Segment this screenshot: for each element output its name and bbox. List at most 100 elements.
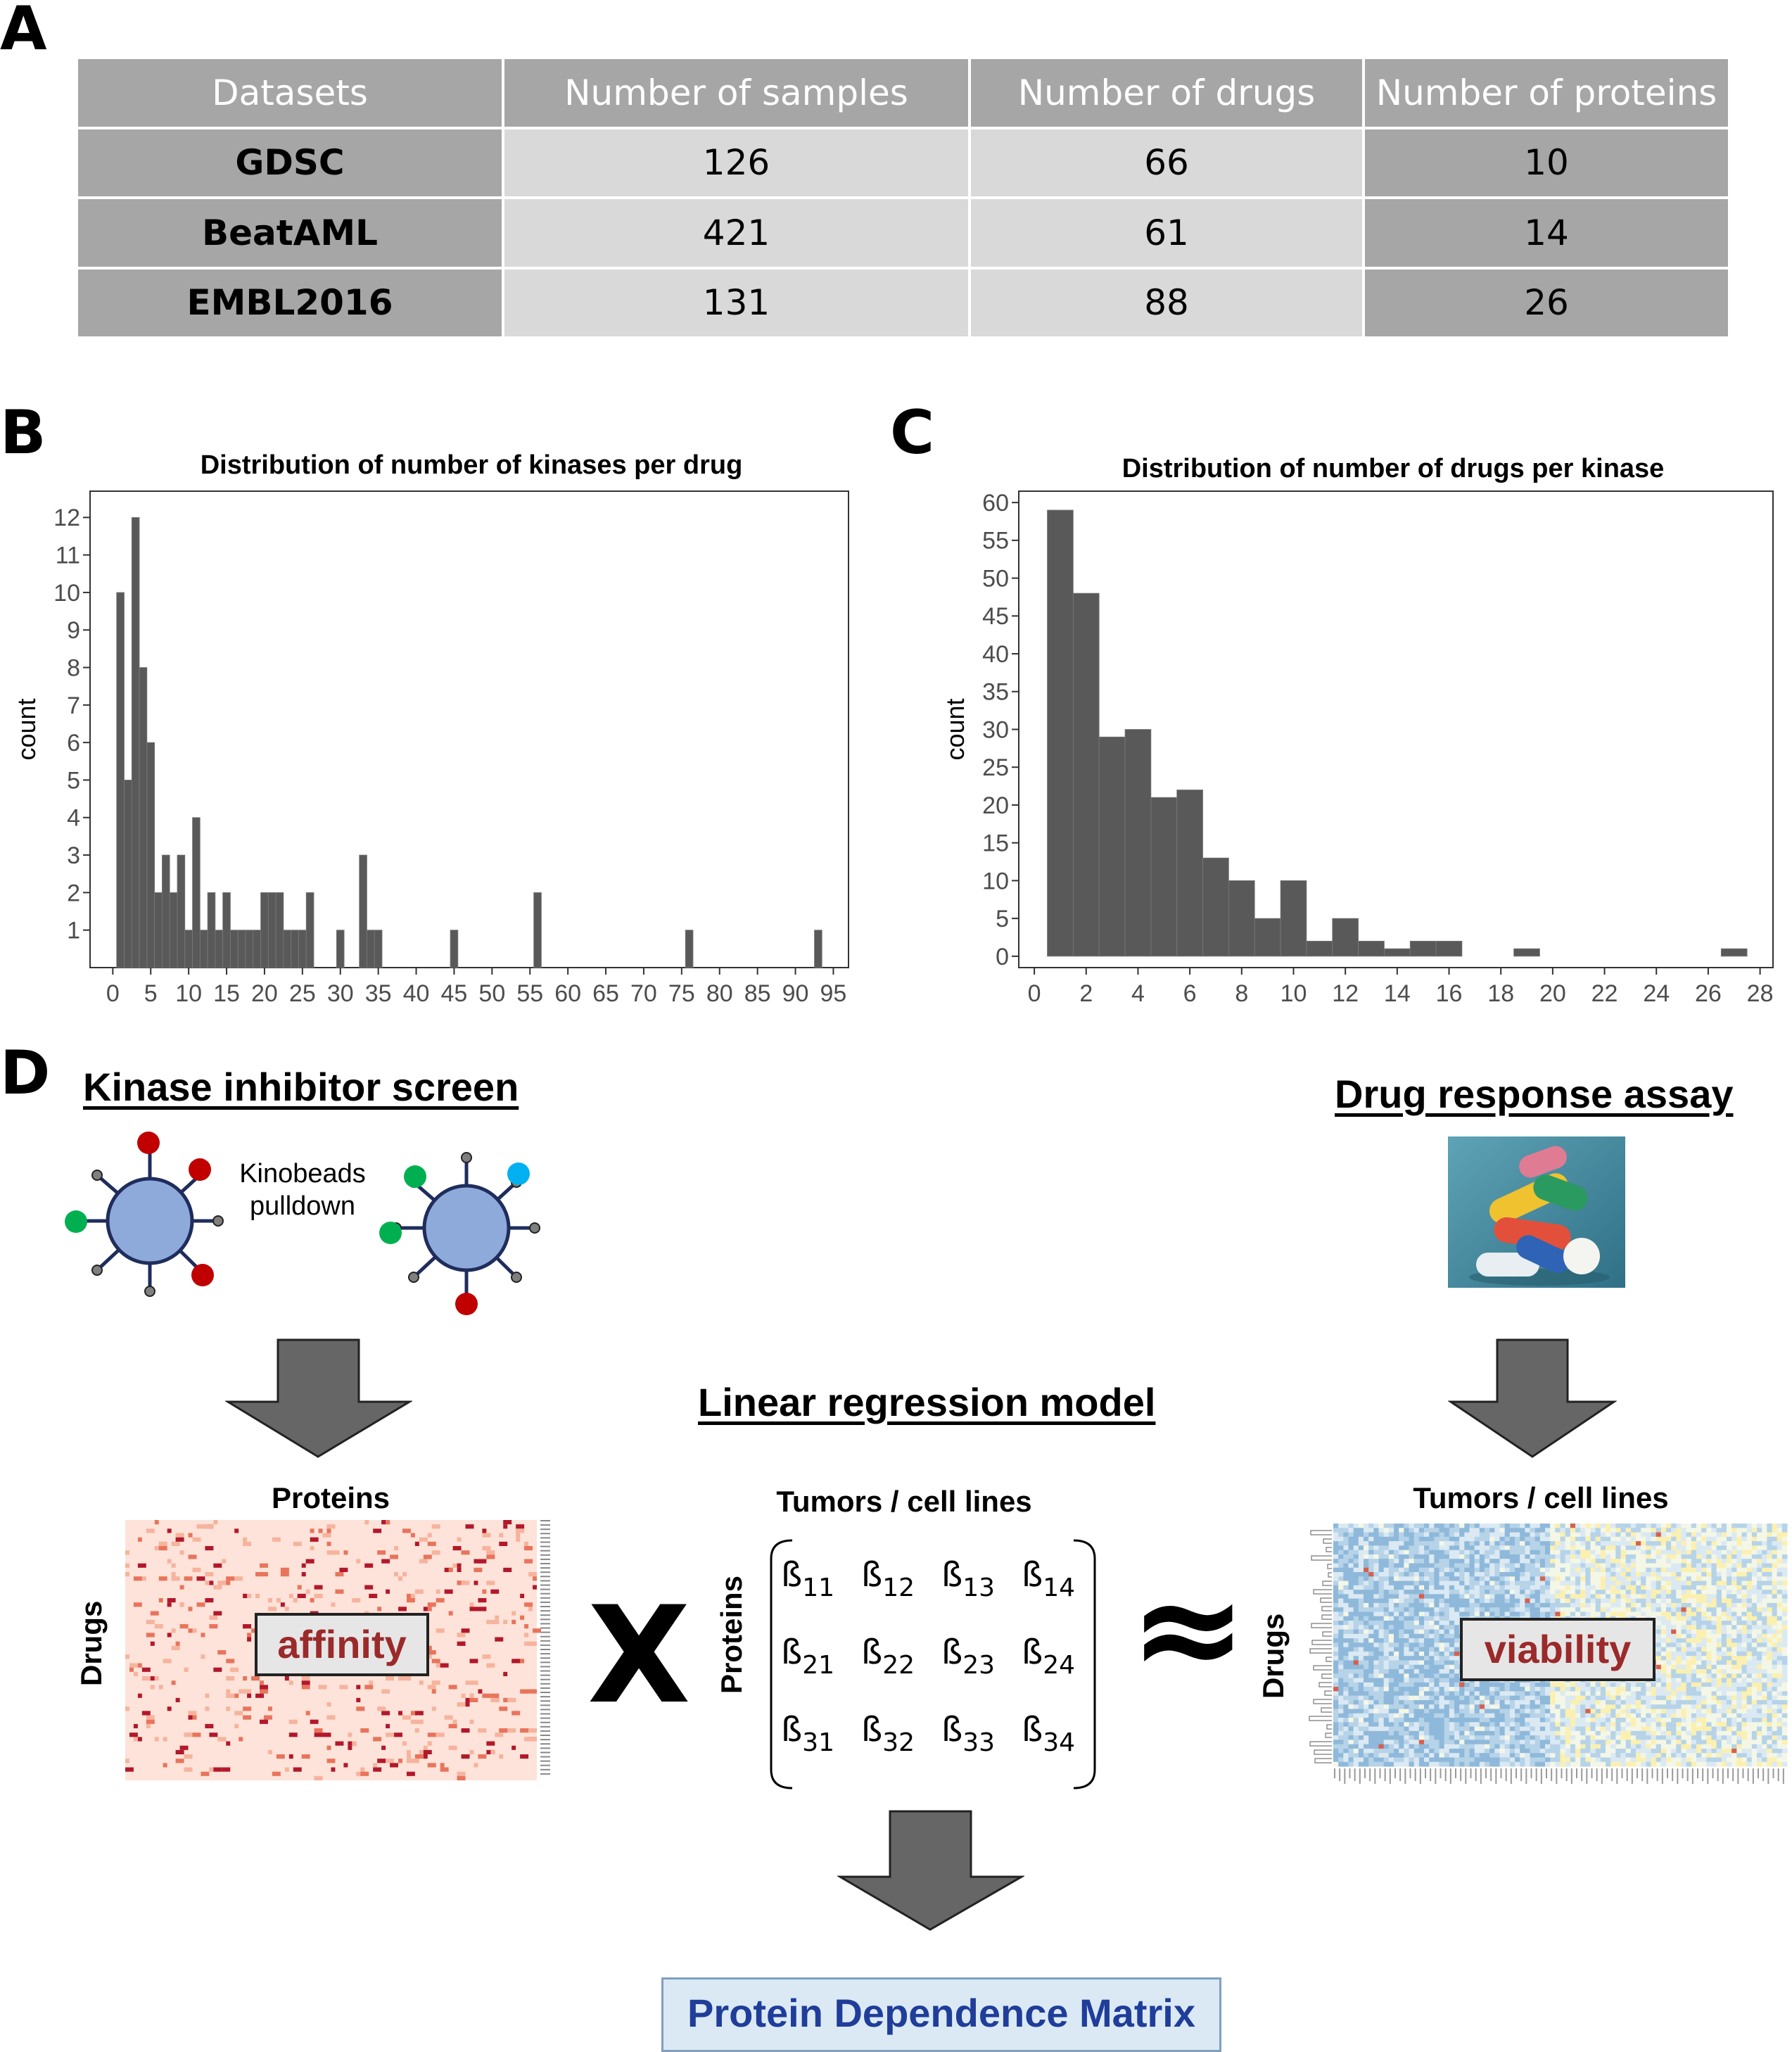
histogram-bar: [1514, 949, 1540, 956]
beta-symbol: ß: [861, 1633, 882, 1672]
histogram-bar: [450, 930, 458, 968]
y-tick-label: 10: [53, 580, 80, 607]
histogram-bar: [162, 855, 170, 968]
beta-coefficient: ß33: [941, 1710, 995, 1757]
y-tick-label: 25: [982, 754, 1009, 781]
histogram-bar: [177, 855, 185, 968]
y-axis-label: count: [941, 698, 970, 760]
histogram-bar: [200, 930, 208, 968]
x-tick-label: 95: [820, 980, 847, 1007]
table-row: EMBL2016 131 88 26: [77, 268, 1729, 338]
beta-index: 34: [1043, 1728, 1075, 1757]
table-header-cell: Datasets: [77, 58, 503, 128]
table-cell: 421: [503, 198, 970, 268]
table-cell: 14: [1364, 198, 1729, 268]
drugs-label-right: Drugs: [1257, 1614, 1290, 1699]
histogram-bar: [1384, 949, 1410, 956]
y-tick-label: 0: [996, 944, 1009, 970]
kinase-screen-heading: Kinase inhibitor screen: [83, 1064, 519, 1110]
y-tick-label: 2: [67, 880, 80, 906]
beta-symbol: ß: [1022, 1633, 1043, 1672]
proteins-label-middle: Proteins: [715, 1602, 749, 1694]
beta-index: 13: [962, 1573, 995, 1602]
beta-index: 33: [962, 1728, 995, 1757]
beta-symbol: ß: [1022, 1710, 1043, 1749]
beta-index: 14: [1043, 1573, 1075, 1602]
x-tick-label: 4: [1131, 980, 1145, 1007]
histogram-bar: [261, 892, 269, 968]
x-tick-label: 30: [327, 980, 354, 1007]
histogram-bar: [238, 930, 246, 968]
x-tick-label: 16: [1436, 980, 1463, 1007]
x-tick-label: 45: [441, 980, 468, 1007]
histogram-bar: [170, 892, 177, 968]
x-tick-label: 8: [1235, 980, 1248, 1007]
beta-symbol: ß: [941, 1633, 962, 1672]
table-cell: 10: [1364, 128, 1729, 198]
x-tick-label: 20: [251, 980, 278, 1007]
panel-letter-d: D: [0, 1043, 50, 1103]
histogram-bar: [155, 892, 163, 968]
beta-symbol: ß: [781, 1633, 802, 1672]
histogram-bar: [1307, 941, 1333, 956]
beta-index: 22: [882, 1651, 915, 1680]
x-tick-label: 25: [289, 980, 316, 1007]
histogram-bar: [367, 930, 374, 968]
beta-coefficient: ß14: [1022, 1555, 1075, 1602]
histogram-bar: [284, 930, 291, 968]
panel-letter-b: B: [0, 403, 46, 463]
beta-coefficient: ß23: [941, 1633, 995, 1680]
beta-symbol: ß: [861, 1710, 882, 1749]
table-header-cell: Number of drugs: [970, 58, 1364, 128]
histogram-bar: [253, 930, 261, 968]
y-tick-label: 4: [67, 805, 80, 832]
histogram-bar: [291, 930, 299, 968]
y-tick-label: 5: [996, 906, 1009, 932]
x-tick-label: 65: [592, 980, 619, 1007]
approx-symbol: ≈: [1129, 1559, 1247, 1699]
beta-coefficient: ß12: [861, 1555, 915, 1602]
beta-symbol: ß: [941, 1555, 962, 1595]
x-tick-label: 55: [516, 980, 543, 1007]
table-header-cell: Number of samples: [503, 58, 970, 128]
y-tick-label: 7: [67, 692, 80, 719]
y-tick-label: 15: [982, 830, 1009, 857]
y-tick-label: 12: [53, 505, 80, 531]
histogram-bar: [117, 593, 125, 968]
x-tick-label: 90: [782, 980, 809, 1007]
y-tick-label: 8: [67, 654, 80, 681]
x-tick-label: 15: [213, 980, 240, 1007]
beta-coefficient: ß32: [861, 1710, 915, 1757]
x-tick-label: 85: [744, 980, 771, 1007]
beta-index: 12: [882, 1573, 915, 1602]
arrow-down-right: [1448, 1338, 1617, 1458]
heatmap-row-labels: [540, 1520, 550, 1775]
heatmap-column-labels: [1334, 1768, 1784, 1784]
viability-label-box: viability: [1460, 1618, 1656, 1681]
y-tick-label: 1: [67, 918, 80, 944]
drugs-label-left: Drugs: [75, 1602, 108, 1686]
histogram-bar: [268, 892, 276, 968]
beta-index: 31: [802, 1728, 834, 1757]
x-tick-label: 0: [106, 980, 120, 1007]
x-tick-label: 10: [175, 980, 202, 1007]
histogram-bar: [336, 930, 344, 968]
beta-index: 11: [802, 1573, 834, 1602]
x-tick-label: 80: [706, 980, 733, 1007]
panel-letter-a: A: [0, 0, 47, 59]
y-tick-label: 55: [982, 528, 1009, 555]
histogram-bar: [246, 930, 253, 968]
histogram-bar: [306, 892, 314, 968]
y-tick-label: 45: [982, 603, 1009, 630]
histogram-bar: [814, 930, 822, 968]
beta-index: 32: [882, 1728, 915, 1757]
x-tick-label: 35: [365, 980, 392, 1007]
heatmap-dendrogram: [1309, 1531, 1332, 1763]
histogram-bar: [1410, 941, 1436, 956]
histogram-bar: [685, 930, 693, 968]
y-tick-label: 40: [982, 641, 1009, 668]
table-cell: 88: [970, 268, 1364, 338]
y-tick-label: 20: [982, 792, 1009, 819]
table-row: BeatAML 421 61 14: [77, 198, 1729, 268]
